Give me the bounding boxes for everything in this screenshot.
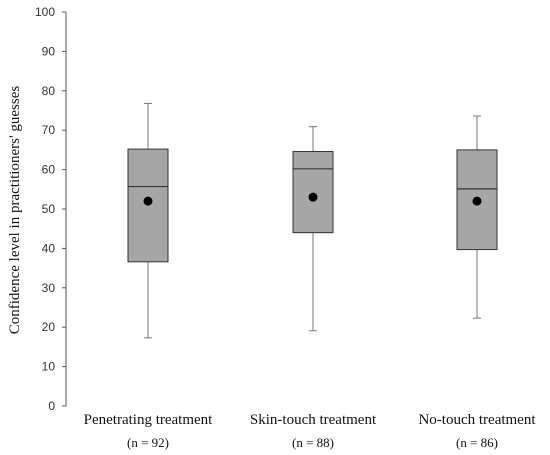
y-tick-label: 30: [42, 281, 56, 295]
box-group: [127, 102, 169, 339]
box-group: [292, 126, 334, 332]
sample-size-label: (n = 92): [127, 435, 169, 450]
iqr-box: [456, 149, 498, 251]
category-label: No-touch treatment: [418, 412, 536, 428]
category-label: Penetrating treatment: [84, 412, 214, 428]
category-label: Skin-touch treatment: [250, 412, 377, 428]
y-axis: 0 10 20 30 40 50 60 70 80 90 100: [35, 5, 67, 413]
y-tick-label: 40: [42, 241, 56, 255]
y-tick-label: 20: [42, 320, 56, 334]
x-axis: Penetrating treatment (n = 92) Skin-touch …: [84, 412, 537, 450]
y-tick-label: 100: [35, 5, 55, 19]
y-tick-label: 0: [48, 399, 55, 413]
box-group: [456, 115, 498, 319]
mean-marker: [308, 192, 318, 202]
box-series: [127, 102, 498, 339]
mean-marker: [143, 196, 153, 206]
y-tick-label: 60: [42, 163, 56, 177]
y-tick-label: 80: [42, 84, 56, 98]
y-tick-label: 50: [42, 202, 56, 216]
sample-size-label: (n = 86): [456, 435, 498, 450]
y-axis-label: Confidence level in practitioners' guess…: [7, 86, 23, 335]
y-tick-label: 70: [42, 123, 56, 137]
mean-marker: [472, 196, 482, 206]
y-tick-label: 10: [42, 360, 56, 374]
iqr-box: [292, 150, 334, 234]
y-tick-label: 90: [42, 44, 56, 58]
sample-size-label: (n = 88): [292, 435, 334, 450]
